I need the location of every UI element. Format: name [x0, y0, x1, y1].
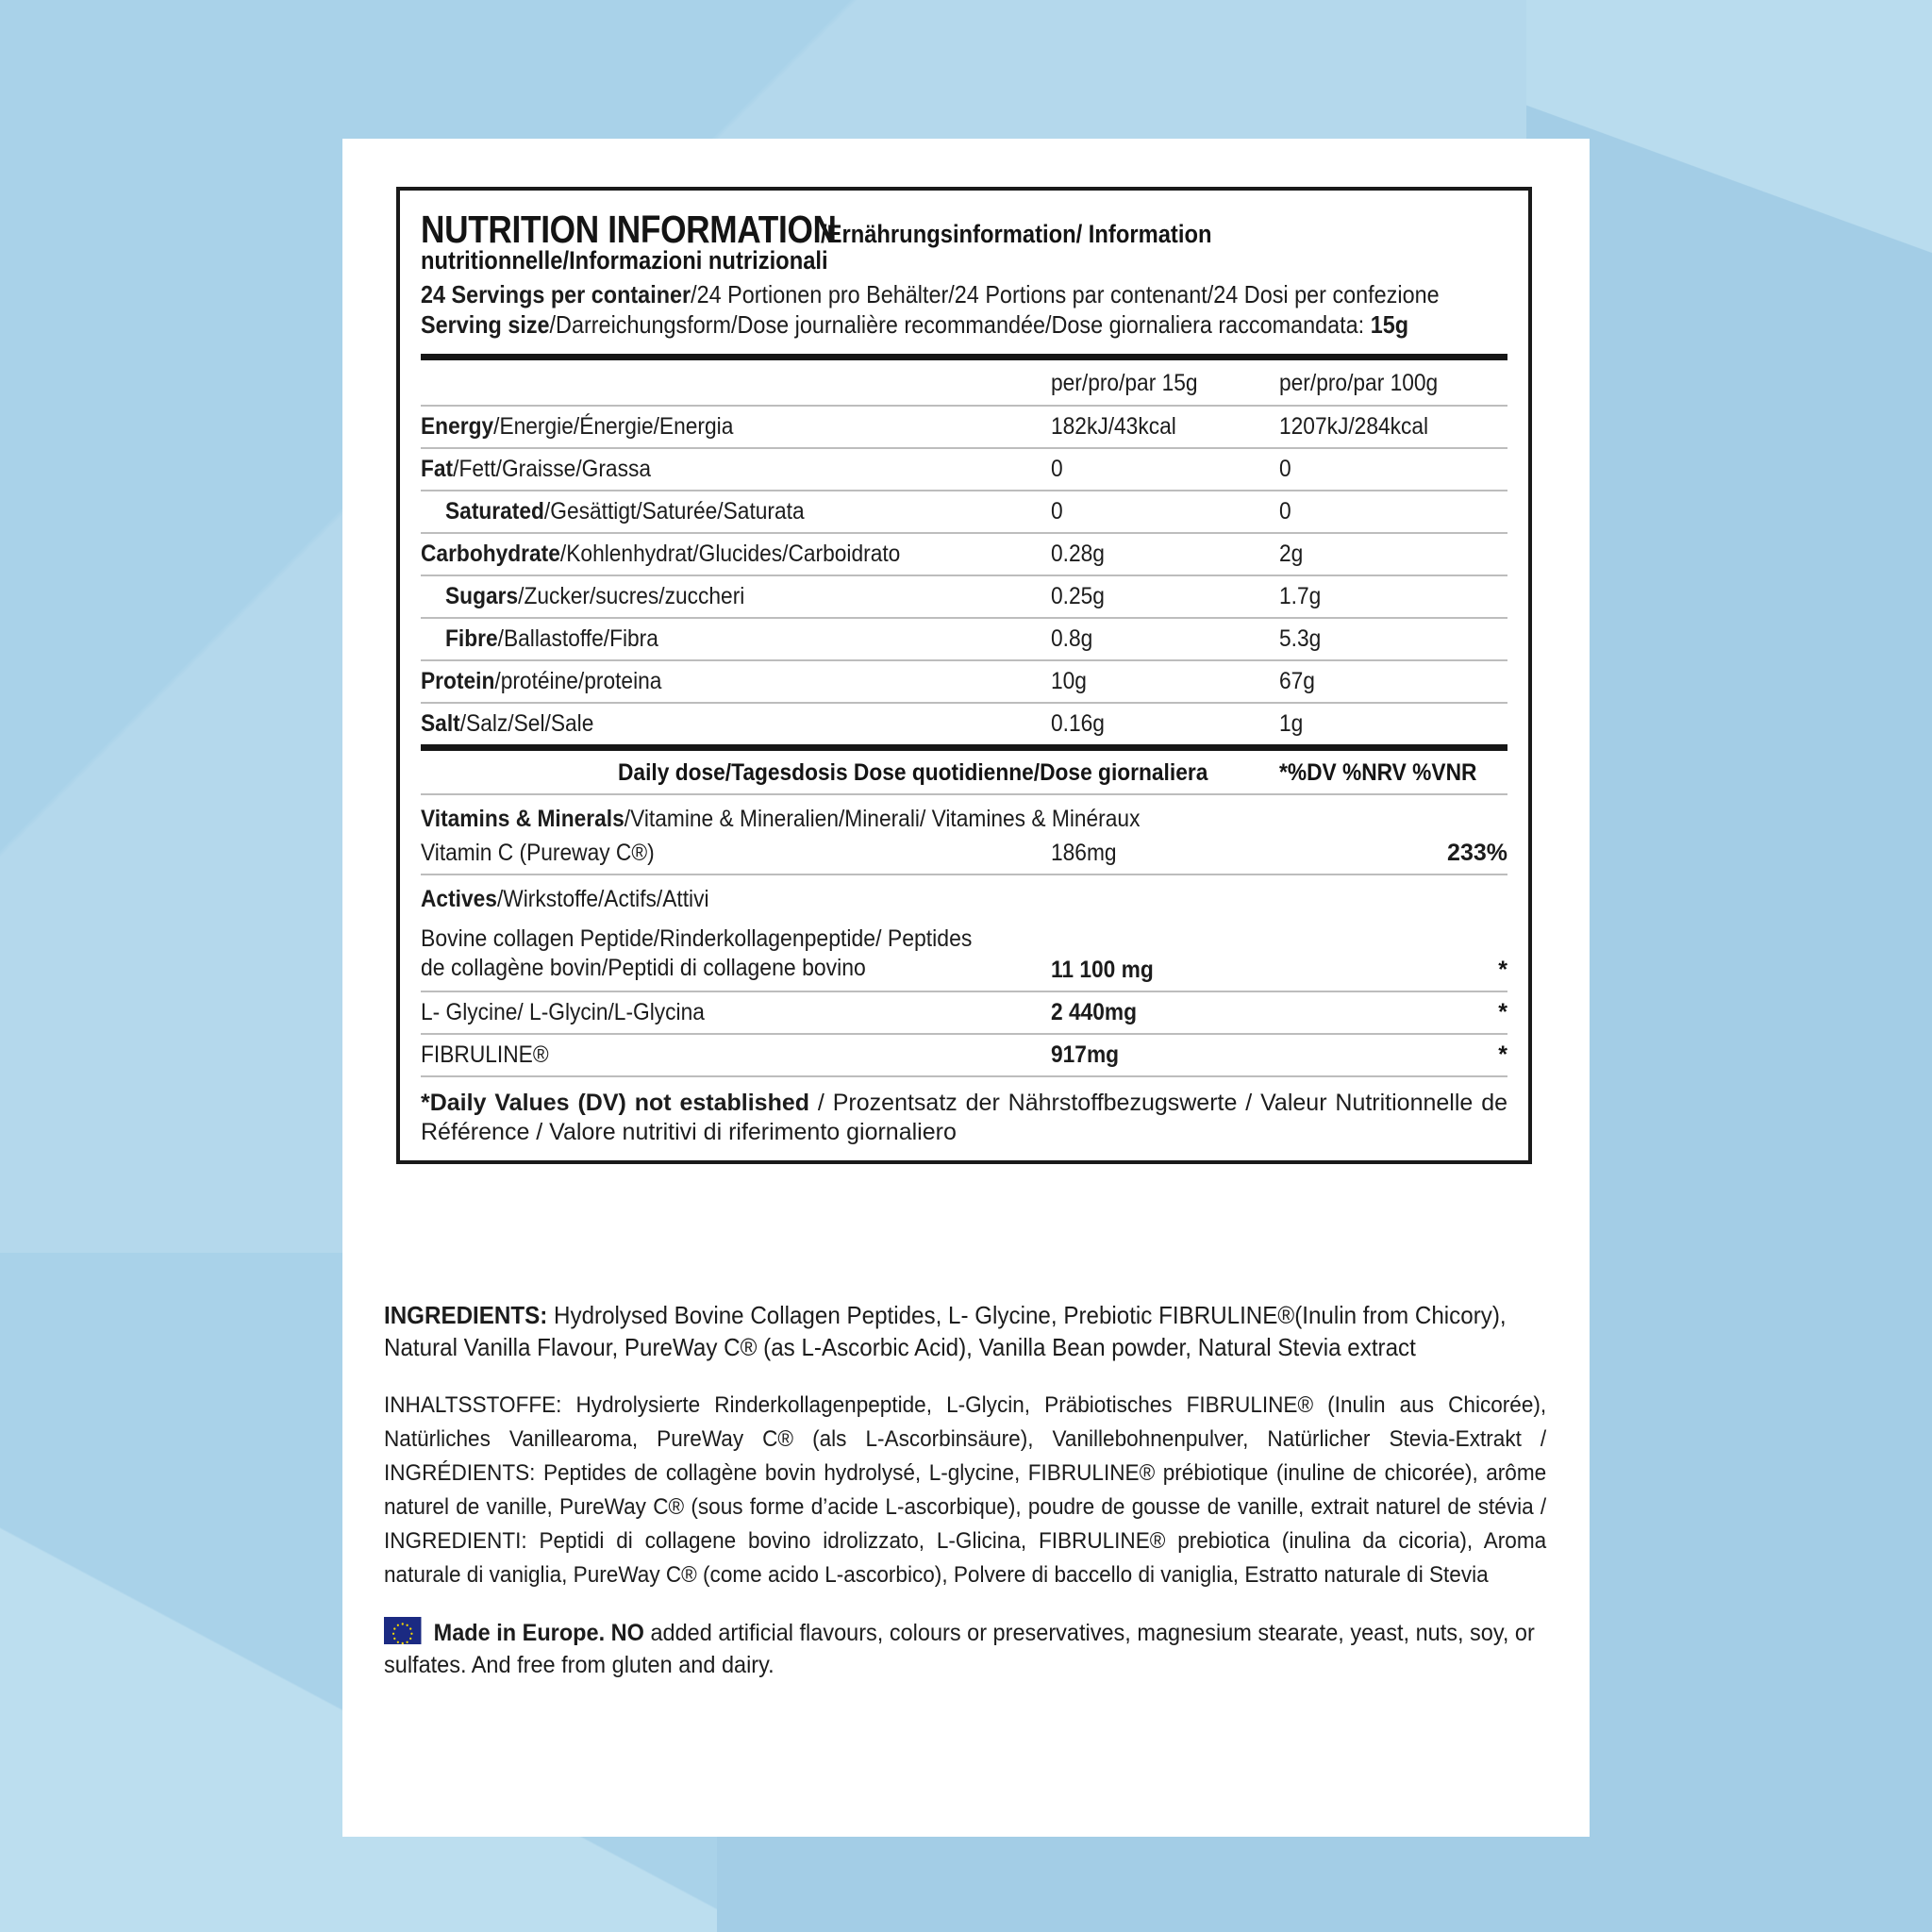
vitamin-amount: 186mg: [1051, 833, 1280, 875]
daily-values-footnote: *Daily Values (DV) not established / Pro…: [421, 1074, 1507, 1147]
page-title: NUTRITION INFORMATION: [421, 208, 837, 251]
ingredients-text: Hydrolysed Bovine Collagen Peptides, L- …: [384, 1301, 1507, 1362]
nutrition-table: per/pro/par 15g per/pro/par 100g Energy/…: [421, 354, 1507, 1075]
made-in-europe-statement: Made in Europe. NO added artificial flav…: [384, 1616, 1546, 1681]
nutrient-value-per-serving: 0: [1051, 491, 1280, 534]
vitamins-minerals-heading-row: Vitamins & Minerals/Vitamine & Mineralie…: [421, 794, 1507, 833]
serving-size-rest: /Darreichungsform/Dose journalière recom…: [549, 310, 1371, 340]
nutrient-value-per-100g: 0: [1279, 448, 1507, 491]
servings-per-container-rest: /24 Portionen pro Behälter/24 Portions p…: [691, 279, 1440, 308]
made-in-bold: Made in Europe. NO: [433, 1619, 644, 1646]
active-name: L- Glycine/ L-Glycin/L-Glycina: [421, 991, 1052, 1035]
footnote-rest: / Prozentsatz der Nährstoffbezugswerte /…: [421, 1089, 1507, 1145]
table-row: Sugars/Zucker/sucres/zuccheri 0.25g 1.7g: [421, 575, 1507, 619]
active-dv: *: [1279, 913, 1507, 992]
table-row: Fibre/Ballastoffe/Fibra 0.8g 5.3g: [421, 618, 1507, 661]
table-row: Protein/protéine/proteina 10g 67g: [421, 660, 1507, 704]
active-name: Bovine collagen Peptide/Rinderkollagenpe…: [421, 913, 1052, 992]
made-in-rest: added artificial flavours, colours or pr…: [384, 1619, 1535, 1678]
panel-title-block: NUTRITION INFORMATION/Ernährungsinformat…: [421, 208, 1507, 275]
table-column-header-row: per/pro/par 15g per/pro/par 100g: [421, 360, 1507, 407]
nutrient-name: Saturated/Gesättigt/Saturée/Saturata: [421, 491, 1052, 534]
actives-heading: Actives/Wirkstoffe/Actifs/Attivi: [421, 886, 709, 912]
nutrient-name: Energy/Energie/Énergie/Energia: [421, 406, 1052, 449]
daily-dose-label: Daily dose/Tagesdosis Dose quotidienne/D…: [421, 744, 1280, 795]
table-row: Energy/Energie/Énergie/Energia 182kJ/43k…: [421, 406, 1507, 449]
nutrient-value-per-serving: 182kJ/43kcal: [1051, 406, 1280, 449]
nutrient-name: Salt/Salz/Sel/Sale: [421, 710, 594, 737]
ingredients-label: INGREDIENTS:: [384, 1301, 548, 1329]
nutrient-value-per-100g: 0: [1279, 491, 1507, 534]
serving-size-value: 15g: [1370, 310, 1409, 340]
nutrient-value-per-serving: 0.25g: [1051, 575, 1280, 619]
nutrient-value-per-serving: 0.28g: [1051, 533, 1280, 576]
table-row: L- Glycine/ L-Glycin/L-Glycina 2 440mg *: [421, 991, 1507, 1035]
active-amount: 2 440mg: [1051, 991, 1280, 1035]
ingredients-multilingual: INHALTSSTOFFE: Hydrolysierte Rinderkolla…: [384, 1391, 1547, 1588]
nutrient-name: Sugars/Zucker/sucres/zuccheri: [421, 575, 1052, 619]
servings-per-container: 24 Servings per container/24 Portionen p…: [421, 279, 1507, 310]
nutrition-label-card: NUTRITION INFORMATION/Ernährungsinformat…: [342, 139, 1590, 1837]
serving-size-bold: Serving size: [421, 310, 550, 340]
nutrient-value-per-100g: 5.3g: [1279, 618, 1507, 661]
vitamin-dv: 233%: [1279, 833, 1507, 875]
active-amount: 917mg: [1051, 1041, 1120, 1068]
column-header-per-100g: per/pro/par 100g: [1279, 360, 1507, 407]
nutrient-name: Fibre/Ballastoffe/Fibra: [421, 618, 1052, 661]
nutrient-value-per-serving: 10g: [1051, 660, 1280, 704]
active-dv: *: [1279, 991, 1507, 1035]
nutrient-value-per-100g: 1.7g: [1279, 575, 1507, 619]
actives-heading-row: Actives/Wirkstoffe/Actifs/Attivi: [421, 874, 1507, 913]
servings-per-container-bold: 24 Servings per container: [421, 279, 691, 308]
eu-flag-icon: [384, 1616, 422, 1644]
footnote-bold: *Daily Values (DV) not established: [421, 1089, 810, 1116]
daily-dose-band-row: Daily dose/Tagesdosis Dose quotidienne/D…: [421, 744, 1507, 795]
dv-column-header: *%DV %NRV %VNR: [1279, 744, 1507, 795]
table-row: FIBRULINE® 917mg *: [421, 1034, 1507, 1075]
nutrient-name: Fat/Fett/Graisse/Grassa: [421, 448, 1052, 491]
active-dv: *: [1498, 1041, 1507, 1068]
vitamin-name: Vitamin C (Pureway C®): [421, 833, 1052, 875]
ingredients-english: INGREDIENTS: Hydrolysed Bovine Collagen …: [384, 1299, 1546, 1364]
table-row: Fat/Fett/Graisse/Grassa 0 0: [421, 448, 1507, 491]
active-amount: 11 100 mg: [1051, 913, 1280, 992]
nutrition-information-panel: NUTRITION INFORMATION/Ernährungsinformat…: [396, 187, 1532, 1164]
vitamins-minerals-heading: Vitamins & Minerals/Vitamine & Mineralie…: [421, 806, 1141, 832]
column-header-spacer: [421, 360, 1052, 407]
table-row: Saturated/Gesättigt/Saturée/Saturata 0 0: [421, 491, 1507, 534]
nutrient-value-per-100g: 1g: [1279, 710, 1304, 737]
nutrient-value-per-100g: 67g: [1279, 660, 1507, 704]
column-header-per-serving: per/pro/par 15g: [1051, 360, 1280, 407]
nutrient-name: Carbohydrate/Kohlenhydrat/Glucides/Carbo…: [421, 533, 1052, 576]
table-row: Salt/Salz/Sel/Sale 0.16g 1g: [421, 703, 1507, 748]
nutrient-value-per-serving: 0: [1051, 448, 1280, 491]
page-title-translation-2: nutritionnelle/Informazioni nutrizionali: [421, 245, 828, 275]
background-corner-top-right: [1526, 0, 1932, 311]
serving-size: Serving size/Darreichungsform/Dose journ…: [421, 309, 1507, 341]
nutrient-value-per-100g: 2g: [1279, 533, 1507, 576]
nutrient-name: Protein/protéine/proteina: [421, 660, 1052, 704]
table-row: Vitamin C (Pureway C®) 186mg 233%: [421, 833, 1507, 875]
ingredients-area: INGREDIENTS: Hydrolysed Bovine Collagen …: [384, 1299, 1546, 1681]
table-row: Carbohydrate/Kohlenhydrat/Glucides/Carbo…: [421, 533, 1507, 576]
nutrient-value-per-100g: 1207kJ/284kcal: [1279, 406, 1507, 449]
active-name: FIBRULINE®: [421, 1041, 549, 1068]
page-title-translation: /Ernährungsinformation/ Information: [821, 220, 1212, 248]
nutrient-value-per-serving: 0.16g: [1051, 710, 1106, 737]
nutrient-value-per-serving: 0.8g: [1051, 618, 1280, 661]
table-row: Bovine collagen Peptide/Rinderkollagenpe…: [421, 913, 1507, 992]
table-top-rule: [421, 354, 1507, 363]
